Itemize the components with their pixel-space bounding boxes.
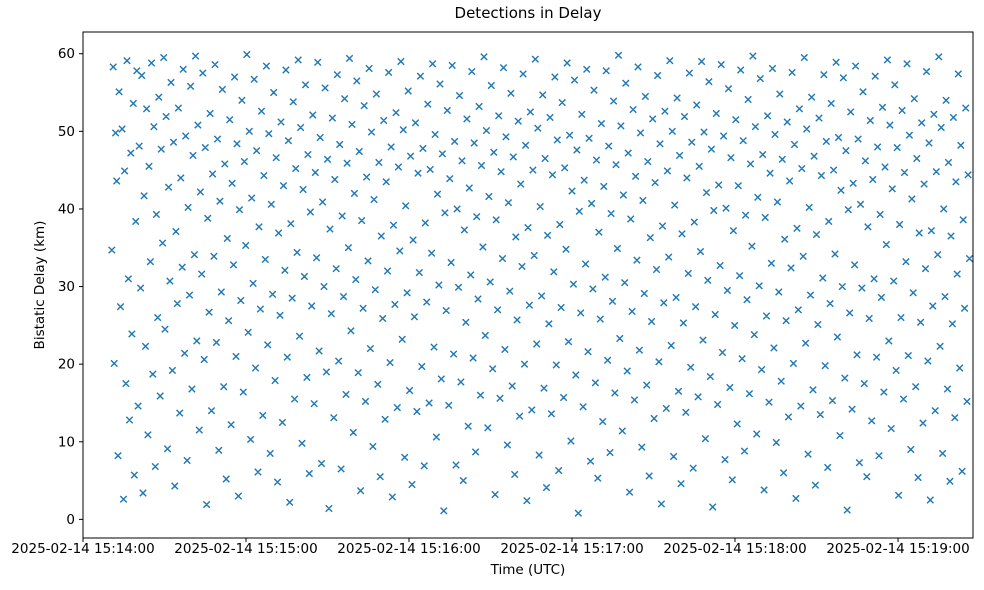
scatter-points bbox=[108, 50, 974, 517]
y-tick-label: 20 bbox=[58, 357, 75, 373]
plot-border bbox=[82, 31, 974, 539]
y-tick-label: 0 bbox=[66, 512, 75, 528]
y-ticks: 0 10 20 30 40 50 60 bbox=[58, 46, 83, 528]
x-axis-label: Time (UTC) bbox=[490, 562, 566, 578]
y-tick-label: 30 bbox=[58, 279, 75, 295]
y-axis-label: Bistatic Delay (km) bbox=[32, 221, 48, 350]
x-tick-label: 2025-02-14 15:18:00 bbox=[663, 541, 806, 557]
x-tick-label: 2025-02-14 15:16:00 bbox=[337, 541, 480, 557]
y-tick-label: 60 bbox=[58, 46, 75, 62]
x-ticks: 2025-02-14 15:14:00 2025-02-14 15:15:00 20… bbox=[11, 538, 970, 557]
y-tick-label: 50 bbox=[58, 124, 75, 140]
x-tick-label: 2025-02-14 15:19:00 bbox=[826, 541, 969, 557]
x-tick-label: 2025-02-14 15:17:00 bbox=[500, 541, 643, 557]
y-tick-label: 40 bbox=[58, 201, 75, 217]
chart-title: Detections in Delay bbox=[455, 4, 602, 22]
x-tick-label: 2025-02-14 15:14:00 bbox=[11, 541, 154, 557]
y-tick-label: 10 bbox=[58, 434, 75, 450]
x-tick-label: 2025-02-14 15:15:00 bbox=[174, 541, 317, 557]
